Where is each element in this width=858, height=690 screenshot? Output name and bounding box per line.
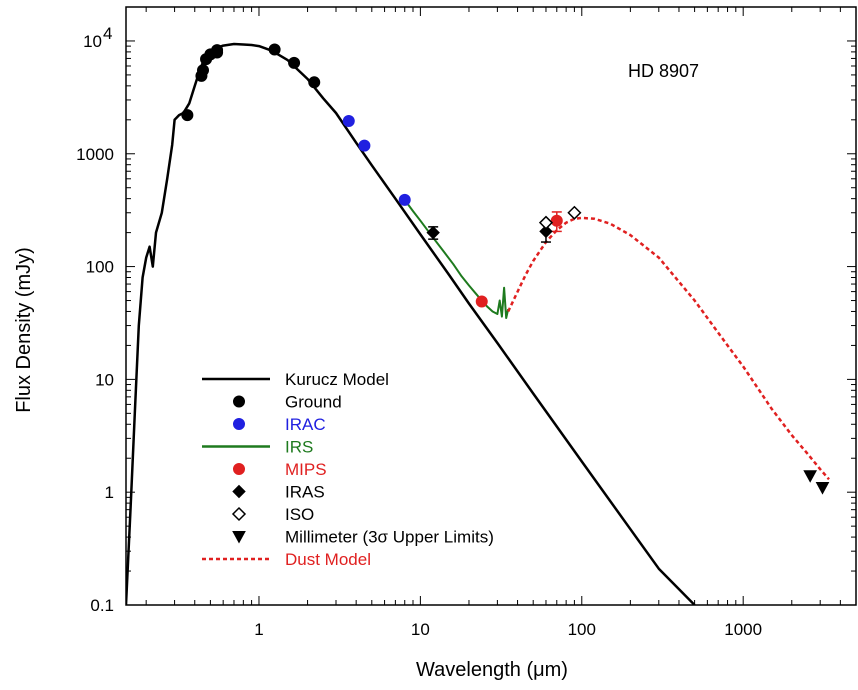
legend-marker-millimeter-3-upper-limits (232, 531, 246, 544)
y-tick-label: 10 (83, 32, 102, 51)
object-label: HD 8907 (628, 61, 699, 81)
y-tick-label: 100 (86, 258, 114, 277)
plot-border (125, 6, 857, 606)
x-tick-label: 100 (568, 620, 596, 639)
legend-marker-iso (231, 506, 247, 522)
y-axis-title: Flux Density (mJy) (13, 247, 35, 413)
y-tick-label: 0.1 (90, 596, 114, 615)
iras-point (426, 225, 440, 240)
y-tick-label: 1 (105, 483, 114, 502)
millimeter-3-upper-limits-point (815, 482, 830, 495)
x-tick-label: 10 (411, 620, 430, 639)
irac-point (342, 115, 355, 128)
ground-point (288, 56, 301, 69)
mips-point (475, 295, 488, 308)
millimeter-3-upper-limits-point (803, 470, 818, 483)
legend-marker-mips (233, 463, 245, 475)
iso-point (538, 215, 554, 230)
ground-point (181, 109, 194, 122)
legend-marker-irac (233, 418, 245, 430)
irs-line (399, 195, 510, 319)
legend-label-iso: ISO (285, 505, 314, 524)
legend-label-dust-model: Dust Model (285, 550, 371, 569)
iras-point (539, 224, 553, 239)
x-axis-title: Wavelength (μm) (416, 659, 568, 681)
legend-label-irac: IRAC (285, 415, 326, 434)
mips-point (550, 214, 563, 227)
x-tick-label: 1 (254, 620, 263, 639)
plot-frame (125, 6, 857, 606)
ground-point (268, 43, 281, 56)
ground-point (211, 44, 224, 57)
legend-marker-ground (233, 395, 245, 408)
legend-label-ground: Ground (285, 393, 342, 412)
x-tick-label: 1000 (724, 620, 762, 639)
ground-point (308, 76, 321, 89)
irac-point (398, 193, 411, 206)
legend-label-mips: MIPS (285, 460, 327, 479)
data-series (126, 42, 830, 605)
y-tick-exponent: 4 (103, 24, 112, 43)
y-tick-label: 1000 (76, 145, 114, 164)
irac-point (358, 139, 371, 152)
ground-point (197, 64, 210, 77)
legend-marker-iras (232, 484, 246, 499)
dust-model-line (507, 216, 830, 481)
legend-label-irs: IRS (285, 438, 313, 457)
legend-label-kurucz-model: Kurucz Model (285, 370, 389, 389)
y-tick-label: 10 (95, 370, 114, 389)
data-markers (181, 43, 830, 495)
legend-label-millimeter-3-upper-limits: Millimeter (3σ Upper Limits) (285, 528, 494, 547)
iso-point (567, 205, 582, 220)
kurucz-model-line (126, 42, 696, 605)
legend: Kurucz Model Ground IRAC IRS MIPS IRAS ISO Mill… (202, 370, 494, 569)
legend-label-iras: IRAS (285, 483, 325, 502)
